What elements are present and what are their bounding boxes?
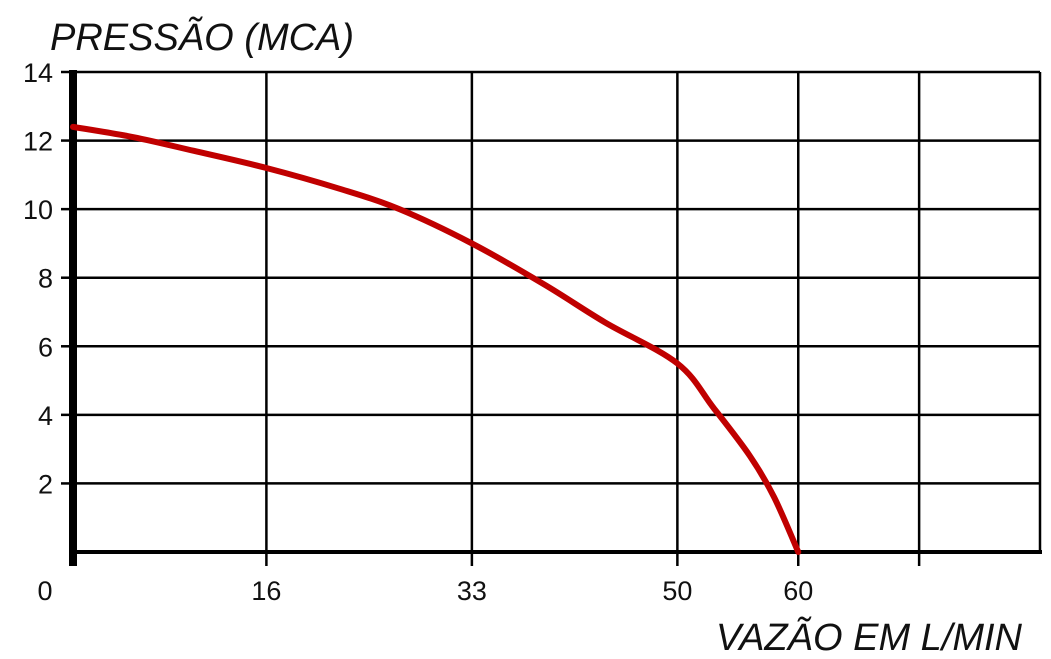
axes <box>69 70 1042 566</box>
series-line <box>70 123 802 555</box>
y-tick-label: 10 <box>23 195 53 225</box>
y-tick-label: 12 <box>23 127 53 157</box>
x-tick-label: 60 <box>783 576 813 606</box>
y-tick-label: 6 <box>38 332 53 362</box>
series-lines <box>70 123 802 555</box>
grid-lines <box>61 70 1042 566</box>
y-tick-label: 8 <box>38 264 53 294</box>
x-tick-label: 0 <box>37 576 52 606</box>
x-tick-label: 50 <box>662 576 692 606</box>
y-tick-labels: 2 4 6 8 10 12 14 <box>23 58 53 499</box>
x-axis-label: VAZÃO EM L/MIN <box>716 616 1023 659</box>
x-tick-label: 33 <box>457 576 487 606</box>
x-tick-labels: 0 16 33 50 60 <box>37 576 813 606</box>
y-tick-label: 2 <box>38 469 53 499</box>
y-axis-label: PRESSÃO (MCA) <box>50 16 354 59</box>
y-tick-label: 4 <box>38 401 53 431</box>
x-tick-label: 16 <box>251 576 281 606</box>
y-tick-label: 14 <box>23 58 53 88</box>
